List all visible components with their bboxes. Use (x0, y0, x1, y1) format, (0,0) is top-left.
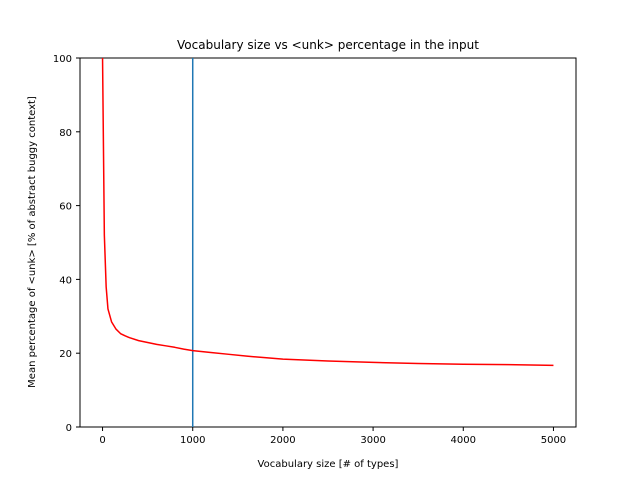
y-tick-label: 20 (59, 349, 72, 360)
chart-title: Vocabulary size vs <unk> percentage in t… (177, 38, 479, 52)
axes-frame (79, 57, 577, 428)
x-axis-ticks: 0 1000 2000 3000 4000 5000 (99, 427, 566, 446)
y-axis-ticks: 0 20 40 60 80 100 (53, 54, 80, 434)
y-axis-label: Mean percentage of <unk> [% of abstract … (27, 96, 38, 388)
x-tick-label: 1000 (180, 435, 205, 446)
x-tick-label: 5000 (541, 435, 566, 446)
x-tick-label: 3000 (360, 435, 385, 446)
series-line (101, 57, 554, 367)
y-tick-label: 80 (59, 128, 72, 139)
x-tick-label: 2000 (270, 435, 295, 446)
x-tick-label: 0 (99, 435, 105, 446)
series-layer (101, 57, 554, 427)
y-tick-label: 0 (66, 423, 72, 434)
x-axis-label: Vocabulary size [# of types] (258, 459, 399, 470)
plot-area: 0 1000 2000 3000 4000 5000 0 20 40 60 80 100 (53, 54, 577, 446)
y-tick-label: 40 (59, 275, 72, 286)
y-tick-label: 60 (59, 202, 72, 213)
x-tick-label: 4000 (451, 435, 476, 446)
y-tick-label: 100 (53, 54, 72, 65)
